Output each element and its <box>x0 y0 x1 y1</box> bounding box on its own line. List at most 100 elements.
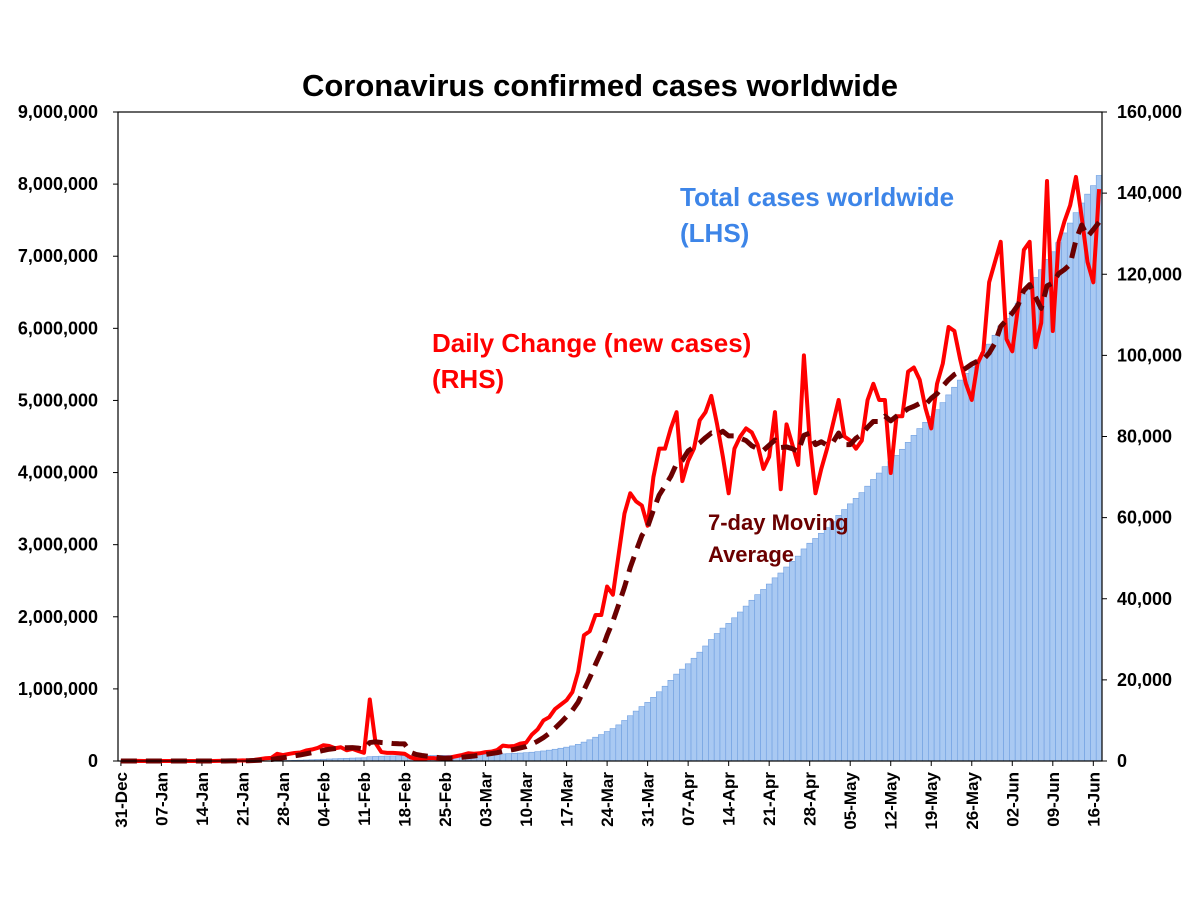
y2-tick-label: 120,000 <box>1117 264 1182 284</box>
bar <box>598 734 605 762</box>
y-tick-label: 6,000,000 <box>18 318 98 338</box>
bar <box>673 673 680 762</box>
bar <box>708 639 715 762</box>
bar <box>887 461 894 762</box>
bar <box>968 366 975 762</box>
bar <box>528 751 536 762</box>
bar <box>765 583 773 762</box>
chart-title: Coronavirus confirmed cases worldwide <box>302 68 898 103</box>
y-tick-label: 4,000,000 <box>18 463 98 483</box>
bar <box>754 594 761 762</box>
x-tick-label: 02-Jun <box>1003 772 1022 827</box>
bar <box>928 416 935 762</box>
x-tick-label: 14-Apr <box>720 772 739 826</box>
bar <box>847 503 854 762</box>
x-tick-label: 21-Jan <box>233 772 252 826</box>
bar <box>737 611 744 762</box>
bar <box>684 663 692 762</box>
bar <box>667 680 674 762</box>
x-tick-label: 31-Dec <box>112 772 131 828</box>
bar <box>951 386 958 762</box>
y2-tick-label: 140,000 <box>1117 183 1182 203</box>
bar <box>731 617 738 762</box>
x-tick-label: 28-Apr <box>801 772 820 826</box>
bar <box>366 756 373 762</box>
bar <box>690 657 698 762</box>
series-label: 7-day Moving <box>708 510 849 535</box>
x-tick-label: 24-Mar <box>598 772 617 827</box>
bar <box>800 548 808 762</box>
bar <box>939 402 947 762</box>
y-tick-label: 9,000,000 <box>18 102 98 122</box>
bar <box>893 455 900 762</box>
y-tick-label: 7,000,000 <box>18 246 98 266</box>
bar <box>1020 293 1028 762</box>
x-tick-label: 18-Feb <box>396 772 415 827</box>
y-tick-label: 0 <box>88 751 98 771</box>
bar <box>389 755 397 762</box>
bar <box>1055 242 1062 762</box>
x-tick-label: 16-Jun <box>1084 772 1103 827</box>
bar <box>1014 302 1022 762</box>
bar <box>1084 193 1091 762</box>
bar <box>522 752 530 762</box>
bar <box>974 359 981 762</box>
bar <box>852 498 860 762</box>
bar <box>540 750 547 762</box>
y-tick-label: 5,000,000 <box>18 390 98 410</box>
bar <box>546 749 553 762</box>
bar <box>713 633 721 762</box>
bar <box>679 668 686 762</box>
x-tick-label: 05-May <box>841 771 860 829</box>
y2-tick-label: 80,000 <box>1117 427 1172 447</box>
bar <box>812 538 819 762</box>
bar <box>551 748 559 762</box>
y2-tick-label: 20,000 <box>1117 670 1172 690</box>
bar <box>638 706 646 762</box>
bar <box>794 555 802 762</box>
bar <box>1095 175 1103 762</box>
bar <box>1032 277 1039 762</box>
y-tick-label: 1,000,000 <box>18 679 98 699</box>
x-tick-label: 28-Jan <box>274 772 293 826</box>
bar <box>1072 212 1080 762</box>
x-tick-label: 17-Mar <box>558 772 577 827</box>
bar <box>1009 310 1016 762</box>
bar <box>1026 284 1033 762</box>
bar <box>945 394 952 762</box>
bar <box>505 753 512 762</box>
series-label: Average <box>708 542 794 567</box>
x-tick-label: 26-May <box>963 771 982 829</box>
bar <box>899 448 906 762</box>
plot-frame <box>117 111 1103 762</box>
bar <box>609 728 617 762</box>
y2-tick-label: 160,000 <box>1117 102 1182 122</box>
bar <box>789 561 796 762</box>
bar <box>985 343 993 762</box>
bar <box>650 697 657 762</box>
bar <box>563 746 570 762</box>
bar <box>702 645 709 762</box>
x-tick-label: 31-Mar <box>639 772 658 827</box>
x-tick-label: 21-Apr <box>760 772 779 826</box>
series-label: Total cases worldwide <box>680 182 954 212</box>
bar <box>916 428 923 762</box>
bar <box>783 566 790 762</box>
series-label: (RHS) <box>432 364 504 394</box>
bar <box>661 685 669 762</box>
bar <box>656 691 663 762</box>
x-tick-label: 14-Jan <box>193 772 212 826</box>
x-tick-label: 11-Feb <box>355 772 374 826</box>
bar <box>383 755 391 762</box>
bar <box>592 736 599 762</box>
moving-average-line <box>120 220 1102 764</box>
bar <box>586 739 593 762</box>
bar <box>858 492 865 762</box>
y2-tick-label: 100,000 <box>1117 345 1182 365</box>
bar <box>1066 222 1074 762</box>
bar <box>771 577 779 762</box>
bar <box>534 751 541 762</box>
bar <box>621 720 628 762</box>
